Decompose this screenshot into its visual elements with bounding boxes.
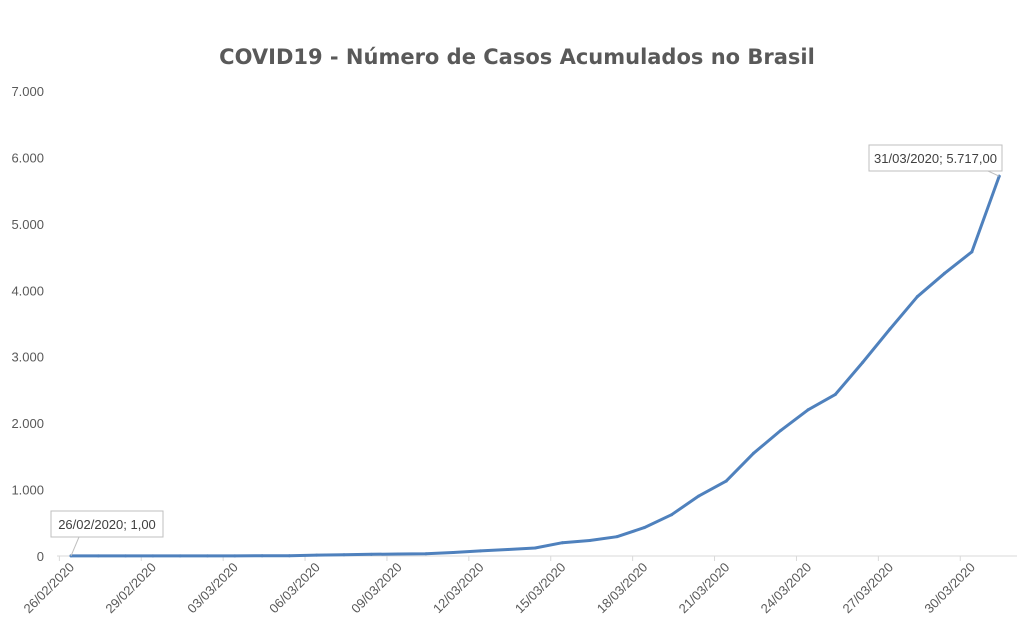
data-point [752, 451, 755, 455]
callout-box [868, 144, 1003, 172]
data-point [697, 494, 701, 498]
data-point [833, 392, 837, 396]
data-point [178, 554, 182, 558]
data-point [615, 535, 619, 539]
data-point [315, 553, 319, 557]
x-tick-label: 24/03/2020 [758, 560, 815, 617]
x-axis: 26/02/2020 29/02/2020 03/03/2020 06/03/2020… [20, 556, 978, 616]
y-tick-label: 7.000 [11, 84, 44, 99]
y-tick-label: 1.000 [11, 483, 44, 498]
y-tick-label: 4.000 [11, 283, 44, 298]
x-tick-label: 03/03/2020 [184, 560, 241, 617]
callout-leader [987, 170, 1000, 177]
y-axis: 0 1.000 2.000 3.000 4.000 5.000 6.000 7.000 [11, 84, 44, 564]
x-tick-label: 27/03/2020 [839, 560, 896, 617]
data-point [943, 271, 947, 275]
data-point [861, 360, 865, 364]
x-tick-label: 30/03/2020 [921, 560, 978, 617]
y-tick-label: 3.000 [11, 350, 44, 365]
data-point [888, 327, 892, 331]
data-point [260, 554, 264, 558]
data-point [151, 554, 155, 558]
x-tick-label: 09/03/2020 [348, 560, 405, 617]
x-tick-label: 18/03/2020 [594, 560, 651, 617]
chart-title: COVID19 - Número de Casos Acumulados no … [219, 45, 815, 69]
x-tick-label: 06/03/2020 [266, 560, 323, 617]
data-point [479, 549, 482, 553]
data-point [369, 552, 373, 556]
y-tick-label: 6.000 [11, 150, 44, 165]
y-tick-label: 0 [37, 549, 44, 564]
data-point [915, 295, 919, 299]
callout-leader [70, 536, 80, 557]
data-callouts: 26/02/2020; 1,00 31/03/2020; 5.717,00 [50, 144, 1003, 557]
callout-box [50, 510, 164, 538]
data-point [287, 554, 291, 558]
data-point [96, 554, 100, 558]
x-tick-label: 26/02/2020 [20, 560, 77, 617]
data-point [724, 479, 728, 483]
data-point [806, 408, 810, 412]
data-point [206, 554, 209, 558]
callout-label: 26/02/2020; 1,00 [58, 517, 156, 532]
data-point [560, 541, 564, 545]
y-tick-label: 5.000 [11, 217, 44, 232]
data-point [588, 538, 592, 542]
data-point [397, 552, 401, 556]
x-tick-label: 15/03/2020 [512, 560, 569, 617]
x-tick-label: 21/03/2020 [676, 560, 733, 617]
data-point [970, 250, 974, 254]
data-point [642, 526, 646, 530]
data-point [233, 554, 237, 558]
data-point [124, 554, 128, 558]
x-tick-label: 12/03/2020 [430, 560, 487, 617]
data-point [670, 513, 674, 517]
x-tick-label: 29/02/2020 [102, 560, 159, 617]
y-tick-label: 2.000 [11, 416, 44, 431]
data-point [533, 546, 537, 550]
data-point [342, 553, 346, 557]
data-point [779, 428, 783, 432]
data-point [424, 552, 428, 556]
data-point [451, 551, 455, 555]
callout-label: 31/03/2020; 5.717,00 [874, 151, 997, 166]
data-point [506, 547, 510, 551]
series-line [69, 174, 1001, 558]
